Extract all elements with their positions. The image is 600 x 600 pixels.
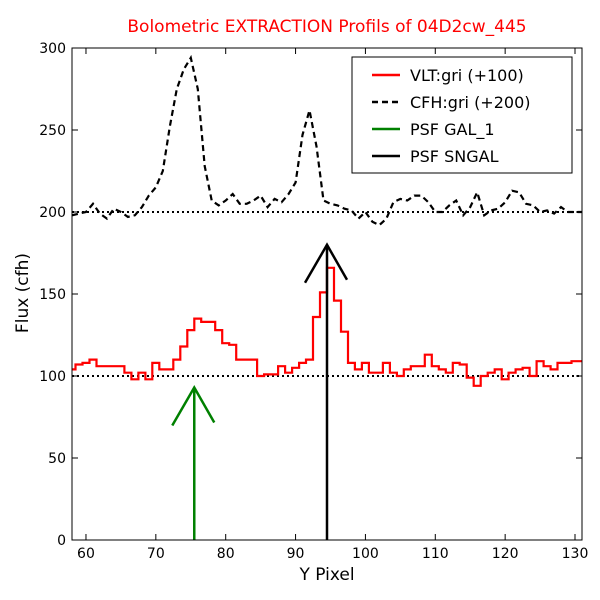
- legend-label-2: PSF GAL_1: [410, 120, 495, 140]
- y-tick-label: 200: [39, 205, 66, 221]
- series-vlt-gri-line: [72, 266, 582, 387]
- legend-label-3: PSF SNGAL: [410, 147, 499, 166]
- legend: VLT:gri (+100) CFH:gri (+200) PSF GAL_1 PSF…: [351, 56, 573, 174]
- y-tick-label: 0: [57, 533, 66, 549]
- chart-title: Bolometric EXTRACTION Profils of 04D2cw_…: [127, 17, 526, 37]
- legend-label-0: VLT:gri (+100): [410, 66, 524, 85]
- legend-box: [351, 56, 573, 174]
- plot-content: [72, 54, 582, 540]
- y-tick-label: 250: [39, 123, 66, 139]
- psf-sngal-arrow-head: [303, 242, 349, 284]
- x-tick-label: 110: [422, 546, 449, 562]
- series-cfh-gri-line: [72, 54, 582, 227]
- y-tick-label: 150: [39, 287, 66, 303]
- x-tick-label: 100: [352, 546, 379, 562]
- y-axis-label: Flux (cfh): [13, 253, 33, 333]
- axis-ticks: 60 70 80 90 100 110 120 130 0 50 100 150 200 250 300: [39, 41, 588, 562]
- y-tick-label: 300: [39, 41, 66, 57]
- psf-gal-1-arrow: [171, 384, 216, 540]
- legend-label-1: CFH:gri (+200): [410, 93, 531, 112]
- x-tick-label: 120: [492, 546, 519, 562]
- x-tick-label: 60: [77, 546, 95, 562]
- x-tick-label: 90: [287, 546, 305, 562]
- x-tick-label: 80: [217, 546, 235, 562]
- y-tick-label: 50: [48, 451, 66, 467]
- y-tick-label: 100: [39, 369, 66, 385]
- x-tick-label: 70: [147, 546, 165, 562]
- x-axis-label: Y Pixel: [298, 565, 354, 585]
- psf-sngal-arrow: [303, 242, 349, 540]
- plot-area: [72, 54, 582, 540]
- psf-gal-1-arrow-head: [171, 384, 216, 427]
- x-tick-label: 130: [562, 546, 589, 562]
